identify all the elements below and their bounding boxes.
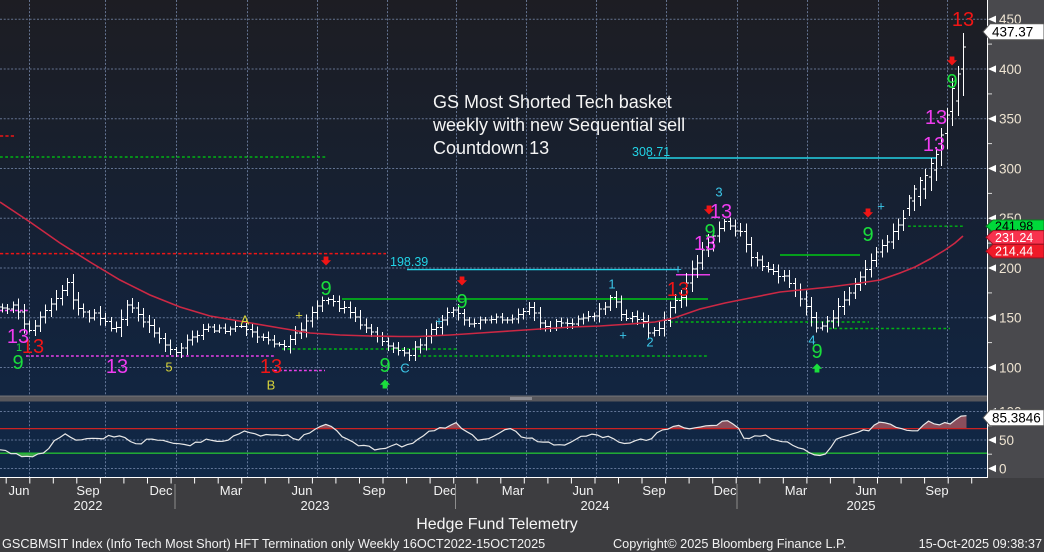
svg-text:200: 200 — [999, 261, 1022, 276]
svg-text:4: 4 — [808, 333, 815, 348]
svg-text:GSCBMSIT Index (Info Tech Most: GSCBMSIT Index (Info Tech Most Short) HF… — [2, 537, 545, 551]
svg-text:13: 13 — [925, 107, 947, 129]
svg-text:9: 9 — [811, 341, 822, 363]
svg-text:3: 3 — [715, 185, 722, 200]
svg-text:198.39: 198.39 — [390, 255, 428, 269]
svg-text:Jun: Jun — [292, 483, 313, 498]
svg-text:Countdown 13: Countdown 13 — [433, 138, 549, 158]
svg-text:13: 13 — [667, 279, 689, 301]
svg-text:308.71: 308.71 — [632, 145, 670, 159]
svg-text:Sep: Sep — [925, 483, 948, 498]
svg-text:Copyright© 2025 Bloomberg Fina: Copyright© 2025 Bloomberg Finance L.P. — [613, 537, 846, 551]
svg-text:300: 300 — [999, 161, 1022, 176]
svg-text:Jun: Jun — [856, 483, 877, 498]
svg-text:13: 13 — [22, 336, 44, 358]
svg-text:Jun: Jun — [9, 483, 30, 498]
svg-text:+: + — [295, 308, 303, 323]
svg-text:50: 50 — [999, 433, 1014, 448]
svg-text:9: 9 — [862, 224, 873, 246]
svg-text:9: 9 — [456, 291, 467, 313]
svg-text:13: 13 — [923, 134, 945, 156]
svg-text:85.3846: 85.3846 — [992, 411, 1041, 426]
svg-text:Hedge Fund Telemetry: Hedge Fund Telemetry — [416, 516, 578, 533]
svg-text:+: + — [619, 328, 627, 343]
svg-text:15-Oct-2025 09:38:37: 15-Oct-2025 09:38:37 — [919, 537, 1042, 551]
svg-text:150: 150 — [999, 311, 1022, 326]
svg-text:9: 9 — [379, 355, 390, 377]
svg-text:2023: 2023 — [301, 498, 330, 513]
svg-text:231.24: 231.24 — [995, 231, 1033, 245]
svg-text:+: + — [435, 314, 443, 329]
svg-text:9: 9 — [946, 71, 957, 93]
svg-text:weekly with new Sequential sel: weekly with new Sequential sell — [432, 115, 685, 135]
svg-text:B: B — [267, 378, 276, 393]
svg-text:Dec: Dec — [149, 483, 173, 498]
svg-text:Dec: Dec — [433, 483, 457, 498]
svg-text:Jun: Jun — [573, 483, 594, 498]
svg-text:13: 13 — [106, 356, 128, 378]
svg-text:13: 13 — [7, 326, 29, 348]
svg-text:350: 350 — [999, 112, 1022, 127]
svg-text:A: A — [241, 313, 250, 328]
svg-text:9: 9 — [12, 352, 23, 374]
svg-text:Mar: Mar — [502, 483, 525, 498]
svg-text:C: C — [400, 361, 409, 376]
svg-text:13: 13 — [260, 356, 282, 378]
svg-text:Sep: Sep — [76, 483, 99, 498]
svg-text:9: 9 — [320, 278, 331, 300]
svg-text:+: + — [877, 199, 885, 214]
svg-text:400: 400 — [999, 62, 1022, 77]
svg-text:1: 1 — [16, 342, 22, 354]
svg-text:13: 13 — [710, 201, 732, 223]
svg-text:0: 0 — [999, 461, 1007, 476]
svg-text:2: 2 — [646, 335, 653, 350]
svg-text:9: 9 — [704, 221, 715, 243]
svg-text:Sep: Sep — [362, 483, 385, 498]
svg-text:Dec: Dec — [713, 483, 737, 498]
svg-text:Mar: Mar — [220, 483, 243, 498]
svg-text:GS Most Shorted Tech basket: GS Most Shorted Tech basket — [433, 92, 672, 112]
svg-text:1: 1 — [608, 277, 615, 292]
svg-text:Sep: Sep — [642, 483, 665, 498]
svg-text:13: 13 — [694, 233, 716, 255]
svg-text:Mar: Mar — [785, 483, 808, 498]
svg-text:214.44: 214.44 — [995, 245, 1033, 259]
svg-text:2022: 2022 — [74, 498, 103, 513]
svg-text:100: 100 — [999, 360, 1022, 375]
svg-text:2024: 2024 — [581, 498, 610, 513]
svg-text:437.37: 437.37 — [992, 25, 1033, 40]
svg-text:+: + — [674, 262, 682, 277]
svg-text:2025: 2025 — [847, 498, 876, 513]
svg-text:5: 5 — [165, 360, 172, 375]
svg-text:13: 13 — [952, 9, 974, 31]
